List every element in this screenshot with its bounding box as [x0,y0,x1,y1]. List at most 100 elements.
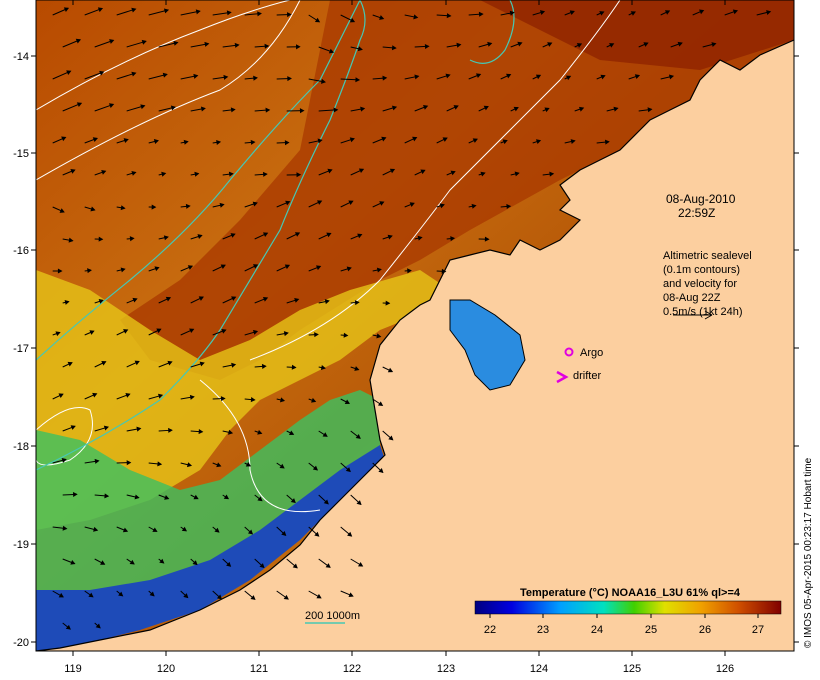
velocity-arrow-head [163,235,169,241]
velocity-arrow-head [247,529,254,535]
velocity-arrow-head [231,362,237,368]
lat-tick-label: -19 [13,539,29,551]
velocity-arrow-head [324,299,330,305]
colorbar-tick-label: 22 [484,624,496,636]
velocity-arrow-head [168,427,173,433]
velocity-arrow-head [70,559,76,565]
velocity-arrow-head [766,10,772,15]
sealevel-contours [36,0,621,513]
velocity-arrow-head [140,104,146,110]
velocity-arrow-head [569,10,575,16]
velocity-arrow-head [257,496,263,502]
velocity-arrow-head [381,136,387,142]
velocity-arrow-head [284,264,291,270]
velocity-arrow-head [323,499,329,505]
longitude-axis: 119 120 121 122 123 124 125 126 [64,0,734,675]
velocity-arrow-head [67,361,73,367]
velocity-arrow-head [376,267,382,273]
velocity-arrow-head [70,169,76,174]
velocity-arrow-head [262,171,268,177]
velocity-arrow-head [446,13,452,19]
timestamp-time: 22:59Z [678,206,715,220]
velocity-arrow-head [230,107,236,113]
velocity-arrow-head [159,558,165,564]
velocity-arrow-head [314,531,320,537]
velocity-arrow-head [311,397,317,403]
velocity-arrow-head [220,264,226,270]
velocity-arrow-head [356,500,362,506]
velocity-arrow-head [157,393,164,399]
lon-tick-label: 120 [157,663,175,675]
velocity-arrow-head [417,235,423,241]
velocity-arrow-head [151,204,157,210]
velocity-arrow-head [87,268,92,274]
velocity-arrow-head [442,137,448,142]
lon-tick-label: 125 [623,663,641,675]
lat-tick-label: -14 [13,51,29,63]
velocity-arrow-head [219,202,225,208]
velocity-arrow-head [711,42,717,47]
velocity-arrow-head [230,233,236,238]
velocity-arrow-head [193,73,199,79]
velocity-arrow-head [441,268,447,274]
velocity-arrow-head [349,137,355,143]
velocity-arrow-head [216,139,222,145]
plot-frame [35,0,795,652]
velocity-arrow-head [288,430,295,435]
velocity-arrow-head [354,366,360,371]
velocity-arrow-head [471,203,477,209]
legend-line-4: 08-Aug 22Z [663,292,721,304]
velocity-arrow-head [259,563,265,569]
velocity-arrow-head [475,73,482,79]
velocity-arrow-head [281,530,287,536]
velocity-arrow-head [165,296,172,302]
velocity-arrow-head [62,525,68,531]
velocity-arrow-head [423,105,429,110]
lon-tick-label: 122 [343,663,361,675]
nearshore-cool-water [36,390,380,640]
velocity-arrow-head [328,48,335,54]
colorbar-ticks: 22 23 24 25 26 27 [484,614,764,636]
velocity-arrow-head [98,236,104,242]
velocity-arrow-head [109,39,115,44]
velocity-arrow-head [355,434,361,439]
velocity-arrow-head [189,394,195,400]
velocity-arrow-head [252,201,258,207]
lon-tick-label: 119 [64,663,82,675]
velocity-arrow-head [317,138,323,144]
velocity-arrow-head [252,329,259,335]
velocity-arrow-head [125,393,131,398]
velocity-arrow-head [409,202,415,207]
lat-tick-label: -20 [13,637,29,649]
velocity-arrow-head [265,107,271,113]
velocity-arrow-head [326,232,332,238]
velocity-arrow-head [101,361,107,366]
velocity-arrow-head [97,7,104,13]
velocity-arrow-head [283,331,289,337]
colorbar-tick-label: 26 [699,624,711,636]
velocity-arrow-head [221,328,227,334]
velocity-arrow-head [599,11,605,16]
velocity-arrow-head [609,43,615,48]
velocity-arrow-head [257,11,262,17]
velocity-arrow-head [183,593,189,599]
velocity-arrow-head [579,106,585,112]
velocity-arrow-head [228,171,234,177]
velocity-arrow-head [354,300,360,306]
velocity-arrow-head [412,136,418,142]
velocity-arrow-head [76,102,83,107]
velocity-arrow-head [502,139,508,145]
velocity-arrow-head [88,592,94,598]
velocity-arrow-head [424,43,430,49]
velocity-arrow-head [262,232,269,237]
velocity-arrow-head [250,397,256,403]
velocity-arrow-head [379,201,385,206]
velocity-arrow-head [420,169,426,175]
velocity-arrow-head [604,139,610,145]
velocity-arrow-head [123,329,129,334]
velocity-arrow-head [317,200,323,205]
velocity-arrow-head [154,266,160,272]
velocity-arrow-head [253,75,258,81]
velocity-arrow-head [320,365,326,370]
velocity-arrow-head [358,168,365,174]
